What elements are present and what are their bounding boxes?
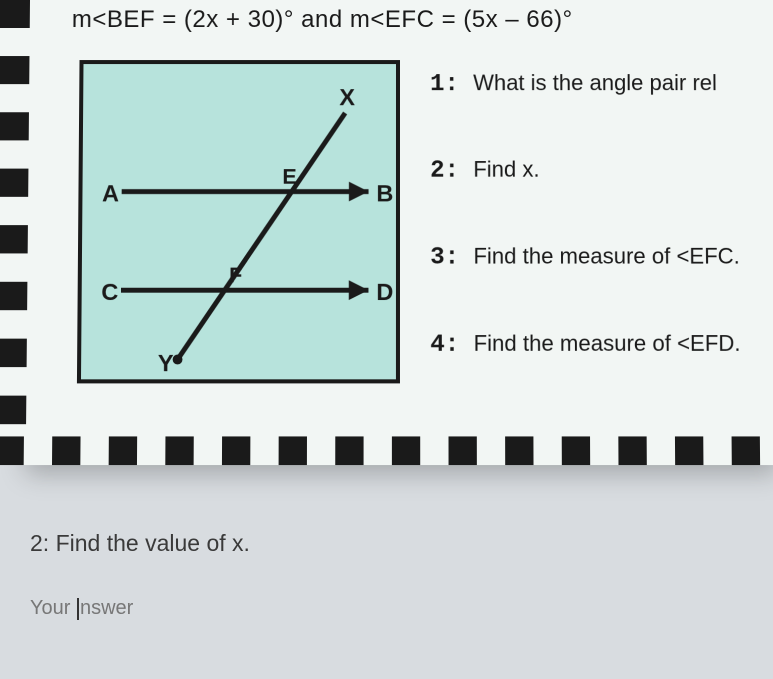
label-c: C (101, 279, 118, 305)
q2-number: 2: (430, 158, 459, 185)
geometry-diagram: A B C D E F X Y (77, 60, 400, 383)
label-f: F (229, 263, 242, 287)
label-a: A (102, 180, 119, 206)
q1-text: What is the angle pair rel (473, 70, 717, 95)
point-y-dot (173, 355, 183, 365)
q1-number: 1: (430, 71, 459, 98)
label-y: Y (158, 350, 174, 376)
q4-number: 4: (430, 332, 459, 359)
question-1: 1: What is the angle pair rel (430, 70, 773, 98)
q3-number: 3: (430, 244, 459, 271)
answer-pre: Your (30, 597, 76, 619)
label-d: D (376, 279, 393, 305)
arrow-d (349, 280, 369, 300)
questions-list: 1: What is the angle pair rel 2: Find x.… (430, 70, 773, 418)
answer-input-label[interactable]: Your nswer (30, 597, 743, 620)
question-2: 2: Find x. (430, 157, 773, 185)
answer-prompt: 2: Find the value of x. (30, 530, 743, 557)
label-x: X (339, 84, 355, 110)
q2-text: Find x. (473, 157, 539, 182)
checker-border-left (0, 0, 30, 436)
line-xy (178, 113, 346, 359)
label-b: B (376, 180, 393, 206)
checker-border-bottom (0, 436, 773, 465)
text-cursor (77, 598, 79, 620)
answer-section: 2: Find the value of x. Your nswer (30, 530, 743, 620)
given-text: m<BEF = (2x + 30)° and m<EFC = (5x – 66)… (72, 6, 573, 34)
question-4: 4: Find the measure of <EFD. (430, 331, 773, 359)
worksheet-card: m<BEF = (2x + 30)° and m<EFC = (5x – 66)… (26, 0, 773, 465)
answer-post: nswer (80, 597, 133, 619)
q3-text: Find the measure of <EFC. (473, 243, 740, 268)
q4-text: Find the measure of <EFD. (474, 331, 741, 356)
question-3: 3: Find the measure of <EFC. (430, 243, 773, 271)
label-e: E (282, 165, 296, 189)
arrow-b (349, 182, 369, 202)
